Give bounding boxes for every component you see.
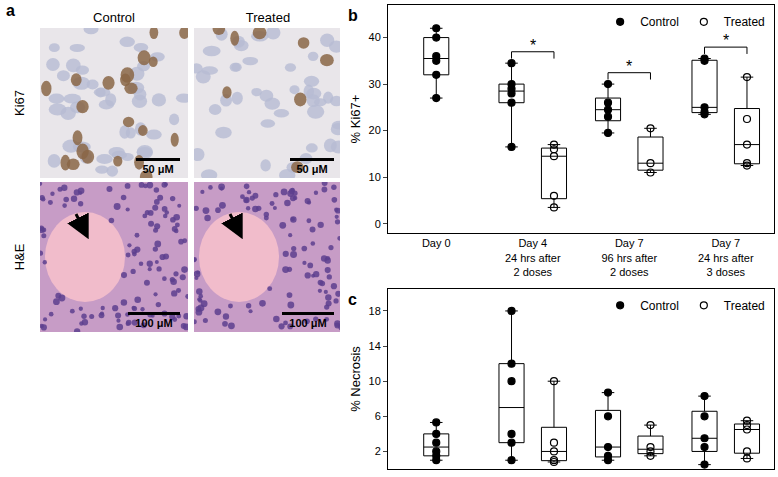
svg-text:c: c — [348, 291, 357, 308]
svg-text:Treated: Treated — [724, 299, 765, 313]
svg-text:b: b — [348, 7, 358, 24]
svg-text:Day 0: Day 0 — [422, 237, 451, 249]
svg-text:Control: Control — [640, 299, 679, 313]
svg-text:20: 20 — [369, 124, 381, 136]
svg-text:6: 6 — [375, 410, 381, 422]
svg-text:Control: Control — [640, 15, 679, 29]
svg-text:Treated: Treated — [246, 10, 290, 25]
svg-text:% Necrosis: % Necrosis — [348, 346, 363, 412]
svg-text:18: 18 — [369, 305, 381, 317]
svg-text:Ki67: Ki67 — [12, 90, 27, 116]
svg-text:50 μM: 50 μM — [142, 163, 173, 175]
svg-text:100 μM: 100 μM — [289, 317, 326, 329]
svg-text:100 μM: 100 μM — [135, 317, 172, 329]
svg-text:Control: Control — [93, 10, 135, 25]
svg-text:2: 2 — [375, 445, 381, 457]
svg-text:Treated: Treated — [724, 15, 765, 29]
svg-text:H&E: H&E — [12, 243, 27, 270]
svg-text:a: a — [6, 2, 15, 19]
svg-text:10: 10 — [369, 375, 381, 387]
svg-text:% Ki67+: % Ki67+ — [348, 95, 363, 144]
svg-text:*: * — [626, 58, 632, 75]
svg-text:*: * — [530, 37, 536, 54]
svg-text:30: 30 — [369, 78, 381, 90]
svg-text:Day 424 hrs after2 doses: Day 424 hrs after2 doses — [505, 237, 561, 278]
svg-text:Day 724 hrs after3 doses: Day 724 hrs after3 doses — [698, 237, 754, 278]
svg-text:Day 796 hrs after2 doses: Day 796 hrs after2 doses — [601, 237, 657, 278]
svg-text:10: 10 — [369, 171, 381, 183]
svg-text:50 μM: 50 μM — [296, 163, 327, 175]
svg-text:14: 14 — [369, 340, 381, 352]
svg-text:0: 0 — [375, 218, 381, 230]
svg-text:*: * — [723, 32, 729, 49]
svg-text:40: 40 — [369, 31, 381, 43]
